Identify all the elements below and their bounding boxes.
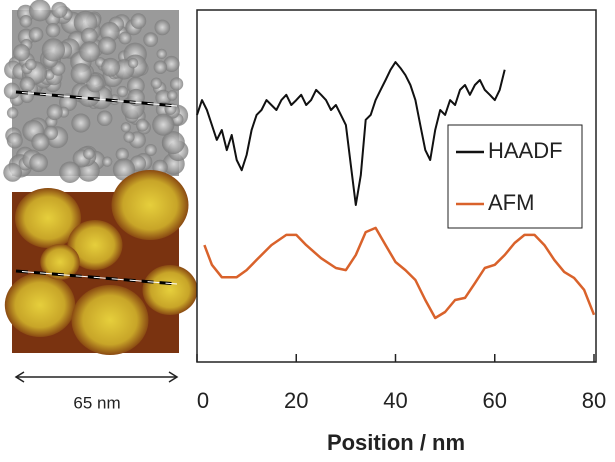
- x-axis-title: Position / nm: [327, 430, 465, 455]
- line-series: [203, 226, 596, 320]
- x-tick-label: 0: [197, 388, 209, 413]
- scale-label: 65 nm: [73, 393, 120, 412]
- x-tick-label: 40: [383, 388, 407, 413]
- legend-label: HAADF: [488, 138, 563, 163]
- afm-image: [4, 170, 198, 355]
- x-tick-label: 80: [582, 388, 606, 413]
- plot-frame: [196, 9, 597, 363]
- x-tick-label: 60: [483, 388, 507, 413]
- legend-box: [447, 124, 583, 229]
- x-tick-label: 20: [284, 388, 308, 413]
- haadf-image: [3, 0, 189, 183]
- scale-bar: [14, 371, 179, 383]
- legend-label: AFM: [488, 190, 534, 215]
- line-series: [196, 61, 506, 206]
